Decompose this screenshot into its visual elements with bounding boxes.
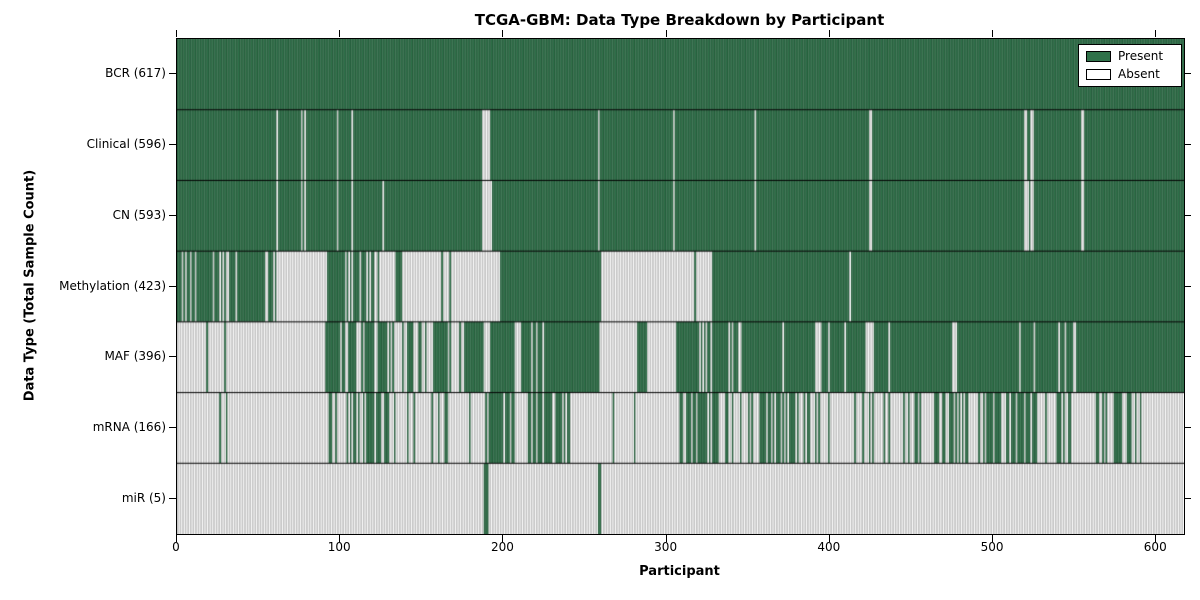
x-tick-label: 0 (172, 540, 180, 554)
x-tick-label: 600 (1143, 540, 1167, 554)
x-tick-mark (992, 30, 994, 37)
x-tick-label: 200 (490, 540, 514, 554)
row-label: Methylation (423) (59, 278, 166, 293)
chart-title: TCGA-GBM: Data Type Breakdown by Partici… (474, 11, 885, 29)
row-label: Clinical (596) (86, 137, 166, 152)
y-tick-mark (1184, 144, 1191, 146)
x-tick-mark (1155, 30, 1157, 37)
x-tick-mark (828, 30, 830, 37)
row-label: miR (5) (121, 490, 166, 505)
y-tick-mark (1184, 73, 1191, 75)
legend-entry-absent: Absent (1086, 68, 1174, 81)
x-tick-mark (828, 535, 830, 542)
y-tick-mark (1184, 497, 1191, 499)
plot-area (176, 38, 1185, 535)
row-label: mRNA (166) (92, 419, 166, 434)
y-tick-mark (1184, 285, 1191, 287)
absent-swatch-icon (1086, 69, 1111, 80)
x-tick-mark (665, 30, 667, 37)
y-tick-mark (1184, 356, 1191, 358)
y-tick-mark (169, 426, 176, 428)
row-label: MAF (396) (104, 349, 166, 364)
y-tick-mark (1184, 214, 1191, 216)
x-tick-label: 400 (817, 540, 841, 554)
y-tick-mark (169, 497, 176, 499)
x-tick-mark (339, 535, 341, 542)
heatmap-canvas (177, 39, 1184, 534)
row-label: CN (593) (112, 207, 166, 222)
row-label: BCR (617) (105, 66, 166, 81)
x-tick-label: 500 (980, 540, 1004, 554)
y-tick-mark (169, 214, 176, 216)
legend: Present Absent (1078, 44, 1182, 87)
x-tick-mark (1155, 535, 1157, 542)
x-axis-label: Participant (639, 564, 720, 579)
y-tick-mark (169, 73, 176, 75)
legend-label-absent: Absent (1118, 67, 1160, 81)
x-tick-mark (339, 30, 341, 37)
x-tick-mark (992, 535, 994, 542)
present-swatch-icon (1086, 51, 1111, 62)
x-tick-label: 100 (327, 540, 351, 554)
x-tick-mark (502, 30, 504, 37)
y-tick-mark (1184, 426, 1191, 428)
legend-label-present: Present (1118, 49, 1164, 63)
legend-entry-present: Present (1086, 50, 1174, 63)
x-tick-mark (502, 535, 504, 542)
x-tick-mark (176, 535, 177, 542)
y-tick-mark (169, 356, 176, 358)
x-tick-mark (176, 30, 177, 37)
y-tick-mark (169, 144, 176, 146)
x-tick-mark (665, 535, 667, 542)
x-tick-label: 300 (654, 540, 678, 554)
y-tick-mark (169, 285, 176, 287)
